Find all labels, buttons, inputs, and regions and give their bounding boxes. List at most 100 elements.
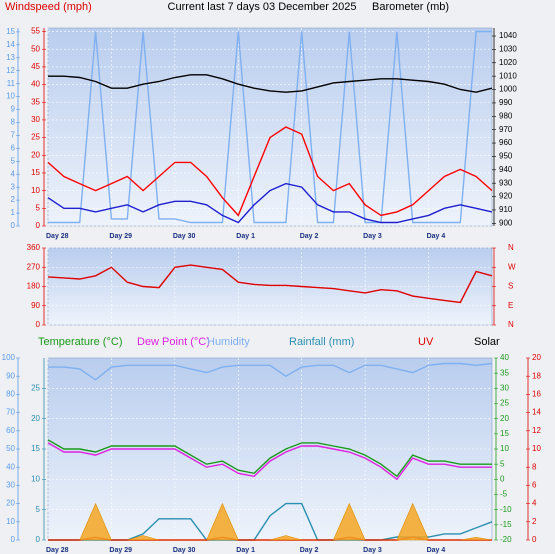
tick-label: 40: [31, 80, 40, 89]
tick-label: 7: [11, 131, 16, 140]
tick-label: 90: [6, 371, 15, 380]
legend-label: Solar: [474, 336, 500, 348]
tick-label: 6: [532, 481, 537, 490]
tick-label: 8: [532, 462, 537, 471]
tick-label: 55: [31, 27, 40, 36]
tick-label: 35: [31, 97, 40, 106]
tick-label: 1020: [499, 58, 517, 67]
tick-label: 3: [11, 182, 16, 191]
tick-label: 0: [11, 221, 16, 230]
tick-label: 10: [532, 444, 541, 453]
series-line: [48, 74, 493, 93]
tick-label: 35: [500, 368, 509, 377]
x-tick-label: Day 2: [300, 547, 319, 554]
tick-label: 10: [500, 444, 509, 453]
tick-label: -20: [500, 535, 512, 544]
axis-title: Windspeed (mph): [5, 1, 92, 13]
tick-label: 5: [11, 156, 16, 165]
x-tick-label: Day 3: [363, 547, 382, 554]
tick-label: 360: [27, 243, 41, 252]
series-line: [47, 182, 493, 224]
tick-label: 90: [31, 301, 40, 310]
tick-label: 45: [31, 62, 40, 71]
series-line: [47, 439, 492, 478]
tick-label: 5: [500, 459, 505, 468]
tick-label: 18: [532, 371, 541, 380]
x-tick-label: Day 2: [300, 233, 319, 240]
tick-label: 12: [6, 66, 15, 75]
tick-label: 1030: [499, 45, 517, 54]
x-tick-label: Day 28: [46, 233, 69, 240]
tick-label: 100: [2, 353, 16, 362]
tick-label: 2: [532, 517, 537, 526]
tick-label: 930: [499, 178, 513, 187]
tick-label: 25: [31, 133, 40, 142]
tick-label: 70: [6, 408, 15, 417]
tick-label: -10: [500, 505, 512, 514]
tick-label: 0: [36, 535, 41, 544]
tick-label: 1000: [499, 85, 517, 94]
tick-label: 0: [532, 535, 537, 544]
x-tick-label: Day 4: [427, 233, 446, 240]
tick-label: 12: [532, 426, 541, 435]
tick-label: 0: [11, 535, 16, 544]
tick-label: -15: [500, 520, 512, 529]
x-tick-label: Day 3: [363, 233, 382, 240]
tick-label: 15: [31, 168, 40, 177]
axis-title: Barometer (mb): [372, 1, 449, 13]
chart-title: Current last 7 days 03 December 2025: [168, 1, 357, 13]
tick-label: 10: [31, 474, 40, 483]
tick-label: 15: [31, 444, 40, 453]
tick-label: 970: [499, 125, 513, 134]
tick-label: 8: [11, 118, 16, 127]
tick-label: 25: [31, 383, 40, 392]
tick-label: 30: [6, 481, 15, 490]
plot-area: [47, 27, 493, 227]
solar-area: [48, 502, 493, 541]
tick-label: 60: [6, 426, 15, 435]
tick-label: 14: [6, 40, 15, 49]
series-line: [48, 30, 492, 224]
tick-label: 80: [6, 390, 15, 399]
tick-label: 10: [6, 517, 15, 526]
tick-label: 0: [36, 221, 41, 230]
series-line: [47, 264, 493, 304]
tick-label: 10: [6, 92, 15, 101]
tick-label: 4: [11, 169, 16, 178]
tick-label: 6: [11, 143, 16, 152]
legend-label: Temperature (°C): [38, 336, 122, 348]
tick-label: 990: [499, 98, 513, 107]
x-tick-label: Day 1: [236, 547, 255, 554]
x-tick-label: Day 28: [46, 547, 69, 554]
tick-label: 950: [499, 152, 513, 161]
tick-label: 30: [31, 115, 40, 124]
x-tick-label: Day 1: [236, 233, 255, 240]
x-tick-label: Day 30: [173, 547, 196, 554]
x-tick-label: Day 29: [109, 233, 132, 240]
tick-label: 180: [27, 282, 41, 291]
x-tick-label: Day 4: [427, 547, 446, 554]
tick-label: 16: [532, 390, 541, 399]
tick-label: N: [508, 320, 514, 329]
legend-label: Rainfall (mm): [289, 336, 354, 348]
x-tick-label: Day 30: [173, 233, 196, 240]
tick-label: 20: [500, 414, 509, 423]
tick-label: 1040: [499, 31, 517, 40]
tick-label: S: [508, 282, 513, 291]
legend-label: Humidity: [207, 336, 250, 348]
tick-label: -5: [500, 490, 508, 499]
legend-label: Dew Point (°C): [137, 336, 210, 348]
tick-label: 940: [499, 165, 513, 174]
tick-label: 13: [6, 53, 15, 62]
tick-label: 15: [500, 429, 509, 438]
tick-label: 900: [499, 218, 513, 227]
tick-label: 40: [500, 353, 509, 362]
tick-label: 15: [6, 27, 15, 36]
tick-label: 25: [500, 399, 509, 408]
tick-label: 30: [500, 383, 509, 392]
tick-label: 1010: [499, 71, 517, 80]
tick-label: 20: [532, 353, 541, 362]
tick-label: 11: [7, 79, 16, 88]
